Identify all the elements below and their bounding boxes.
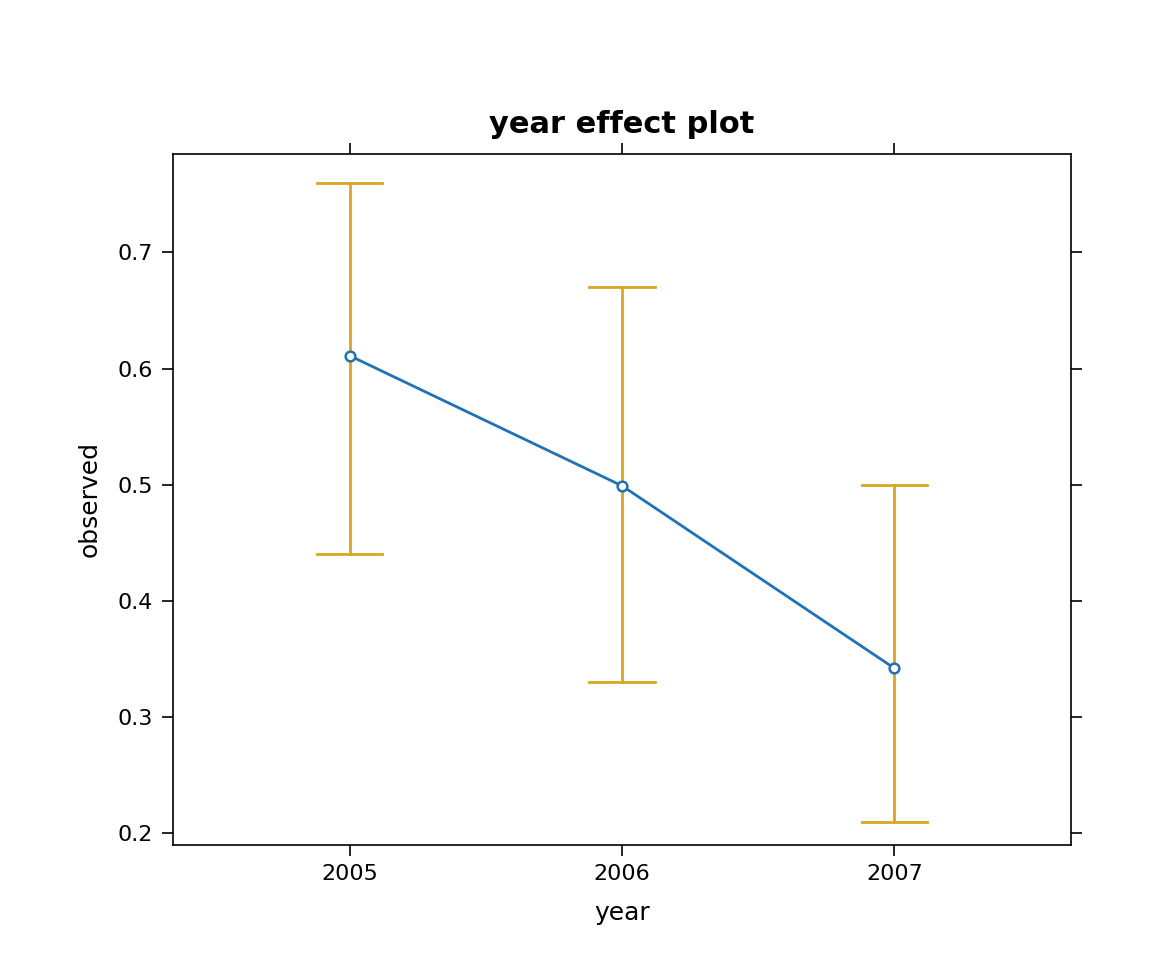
Y-axis label: observed: observed: [77, 442, 101, 557]
X-axis label: year: year: [594, 900, 650, 924]
Title: year effect plot: year effect plot: [490, 109, 755, 139]
